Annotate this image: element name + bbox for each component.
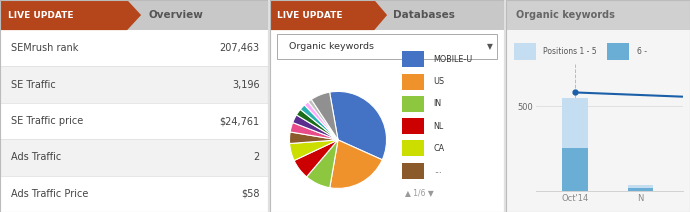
Text: US: US <box>434 77 445 86</box>
Wedge shape <box>290 123 338 140</box>
Text: IN: IN <box>434 99 442 108</box>
Text: MOBILE-U: MOBILE-U <box>434 55 473 64</box>
Wedge shape <box>290 140 338 160</box>
Wedge shape <box>330 140 382 188</box>
Bar <box>0 139 268 176</box>
Bar <box>506 0 690 30</box>
Text: LIVE UPDATE: LIVE UPDATE <box>8 11 74 20</box>
Text: Positions 1 - 5: Positions 1 - 5 <box>543 47 597 56</box>
Text: $58: $58 <box>241 189 259 199</box>
Text: 6 -: 6 - <box>637 47 647 56</box>
Text: CA: CA <box>434 144 445 153</box>
Bar <box>402 163 424 179</box>
Bar <box>402 118 424 134</box>
Bar <box>0 176 268 212</box>
Bar <box>0 30 268 67</box>
Text: Organic keywords: Organic keywords <box>289 42 374 51</box>
Text: ▼: ▼ <box>486 42 493 51</box>
Wedge shape <box>294 140 338 177</box>
Text: 2: 2 <box>253 152 259 162</box>
Polygon shape <box>270 0 387 30</box>
Bar <box>277 34 497 59</box>
Wedge shape <box>311 92 338 140</box>
Bar <box>270 0 504 30</box>
Text: SE Traffic price: SE Traffic price <box>11 116 83 126</box>
Text: LIVE UPDATE: LIVE UPDATE <box>277 11 343 20</box>
Wedge shape <box>330 91 386 160</box>
Text: Databases: Databases <box>393 10 455 20</box>
Bar <box>402 140 424 156</box>
Text: Overview: Overview <box>148 10 204 20</box>
Text: $24,761: $24,761 <box>219 116 259 126</box>
Bar <box>0 103 268 139</box>
Wedge shape <box>304 102 338 140</box>
Text: ...: ... <box>434 166 441 175</box>
Text: SEMrush rank: SEMrush rank <box>11 43 78 53</box>
Bar <box>628 188 653 191</box>
Text: 3,196: 3,196 <box>232 80 259 90</box>
Bar <box>402 52 424 67</box>
Bar <box>562 148 588 191</box>
Text: SE Traffic: SE Traffic <box>11 80 55 90</box>
Text: Ads Traffic Price: Ads Traffic Price <box>11 189 88 199</box>
Bar <box>607 43 629 60</box>
Bar <box>0 67 268 103</box>
Bar <box>628 185 653 188</box>
Wedge shape <box>290 132 338 144</box>
Wedge shape <box>300 105 338 140</box>
Text: ▲ 1/6 ▼: ▲ 1/6 ▼ <box>404 188 433 197</box>
Polygon shape <box>0 0 141 30</box>
Text: Ads Traffic: Ads Traffic <box>11 152 61 162</box>
Wedge shape <box>293 115 338 140</box>
Bar <box>402 96 424 112</box>
Text: 207,463: 207,463 <box>219 43 259 53</box>
Bar <box>0 0 268 30</box>
Bar <box>562 98 588 148</box>
Text: Organic keywords: Organic keywords <box>515 10 615 20</box>
Text: NL: NL <box>434 122 444 131</box>
Wedge shape <box>297 109 338 140</box>
Wedge shape <box>306 140 338 188</box>
Bar <box>514 43 536 60</box>
Wedge shape <box>308 99 338 140</box>
Bar <box>402 74 424 89</box>
